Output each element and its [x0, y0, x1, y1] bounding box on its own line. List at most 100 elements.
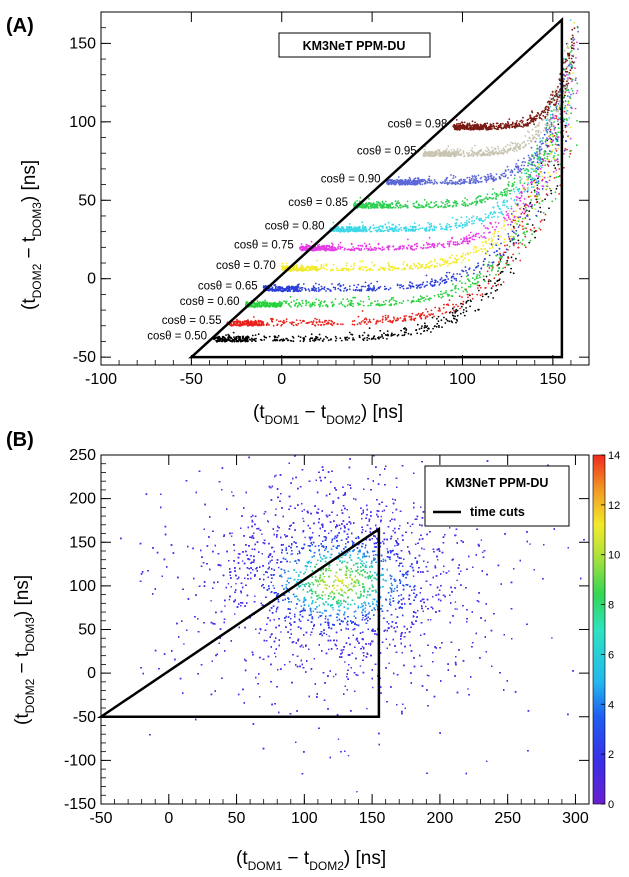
series-point — [430, 179, 433, 182]
series-point — [424, 229, 426, 232]
series-point — [346, 268, 349, 271]
series-point — [370, 230, 373, 233]
series-point — [427, 265, 430, 268]
series-point — [450, 262, 453, 265]
series-point — [519, 170, 522, 173]
series-point — [403, 228, 405, 230]
series-point — [479, 272, 482, 275]
series-point — [531, 224, 534, 226]
series-point — [557, 154, 559, 156]
series-point — [275, 303, 278, 306]
series-point — [563, 149, 566, 152]
series-point — [456, 226, 458, 229]
series-point — [535, 126, 537, 128]
series-point — [454, 181, 457, 184]
series-point — [376, 206, 379, 209]
series-point — [311, 304, 313, 307]
series-point — [392, 334, 395, 336]
series-point — [397, 200, 399, 203]
series-point — [469, 284, 472, 286]
series-point — [368, 337, 370, 340]
series-point — [287, 339, 289, 342]
series-point — [504, 145, 507, 148]
series-point — [495, 173, 498, 176]
series-point — [292, 324, 295, 327]
series-point — [548, 207, 550, 210]
series-point — [524, 135, 527, 137]
series-point — [345, 268, 347, 271]
series-point — [527, 164, 529, 167]
series-point — [571, 60, 574, 63]
series-point — [323, 288, 326, 291]
series-point — [536, 144, 539, 147]
series-point — [549, 130, 552, 133]
series-point — [433, 266, 436, 268]
series-point — [468, 203, 471, 205]
series-point — [361, 230, 364, 233]
series-point — [497, 283, 500, 286]
series-point — [272, 318, 274, 320]
series-point — [507, 212, 509, 215]
series-point — [477, 232, 480, 235]
series-point — [565, 131, 568, 133]
series-point — [428, 206, 431, 209]
series-point — [409, 225, 412, 228]
series-point — [528, 203, 531, 205]
series-point — [356, 289, 359, 292]
series-point — [308, 304, 311, 307]
series-point — [534, 136, 536, 139]
series-point — [423, 206, 425, 209]
series-point — [366, 288, 369, 290]
series-point — [384, 316, 387, 319]
series-point — [445, 226, 448, 229]
series-point — [407, 238, 409, 241]
series-point — [487, 280, 490, 283]
series-point — [541, 140, 543, 142]
series-point — [410, 315, 413, 318]
series-point — [251, 334, 254, 337]
series-point — [505, 248, 508, 251]
series-point — [411, 312, 414, 315]
series-point — [305, 304, 307, 307]
series-point — [550, 151, 553, 153]
series-point — [528, 176, 530, 178]
series-point — [382, 227, 384, 229]
series-point — [543, 109, 546, 112]
series-point — [507, 168, 510, 171]
series-point — [554, 147, 557, 150]
series-point — [314, 282, 317, 285]
series-point — [486, 265, 489, 268]
series-point — [486, 173, 489, 176]
series-point — [453, 309, 455, 312]
series-point — [450, 289, 452, 292]
series-point — [442, 306, 445, 309]
series-point — [241, 335, 245, 338]
series-point — [538, 122, 541, 124]
series-point — [568, 72, 571, 74]
series-point — [249, 339, 252, 341]
series-point — [552, 139, 555, 142]
series-point — [402, 287, 405, 290]
series-point — [253, 316, 255, 318]
series-point — [569, 69, 572, 72]
series-point — [358, 336, 361, 338]
series-point — [457, 288, 460, 290]
series-point — [513, 150, 516, 153]
series-point — [381, 200, 384, 203]
series-point — [550, 122, 553, 124]
series-point — [459, 312, 462, 315]
series-point — [506, 143, 509, 146]
series-point — [528, 142, 530, 145]
series-point — [498, 152, 501, 155]
series-point — [510, 221, 513, 223]
series-point — [339, 248, 341, 250]
series-point — [217, 338, 220, 341]
series-point — [458, 243, 461, 246]
series-point — [415, 247, 418, 250]
series-point — [372, 224, 375, 227]
series-point — [514, 148, 517, 150]
series-point — [455, 277, 457, 280]
series-point — [525, 168, 528, 170]
series-point — [448, 152, 451, 155]
